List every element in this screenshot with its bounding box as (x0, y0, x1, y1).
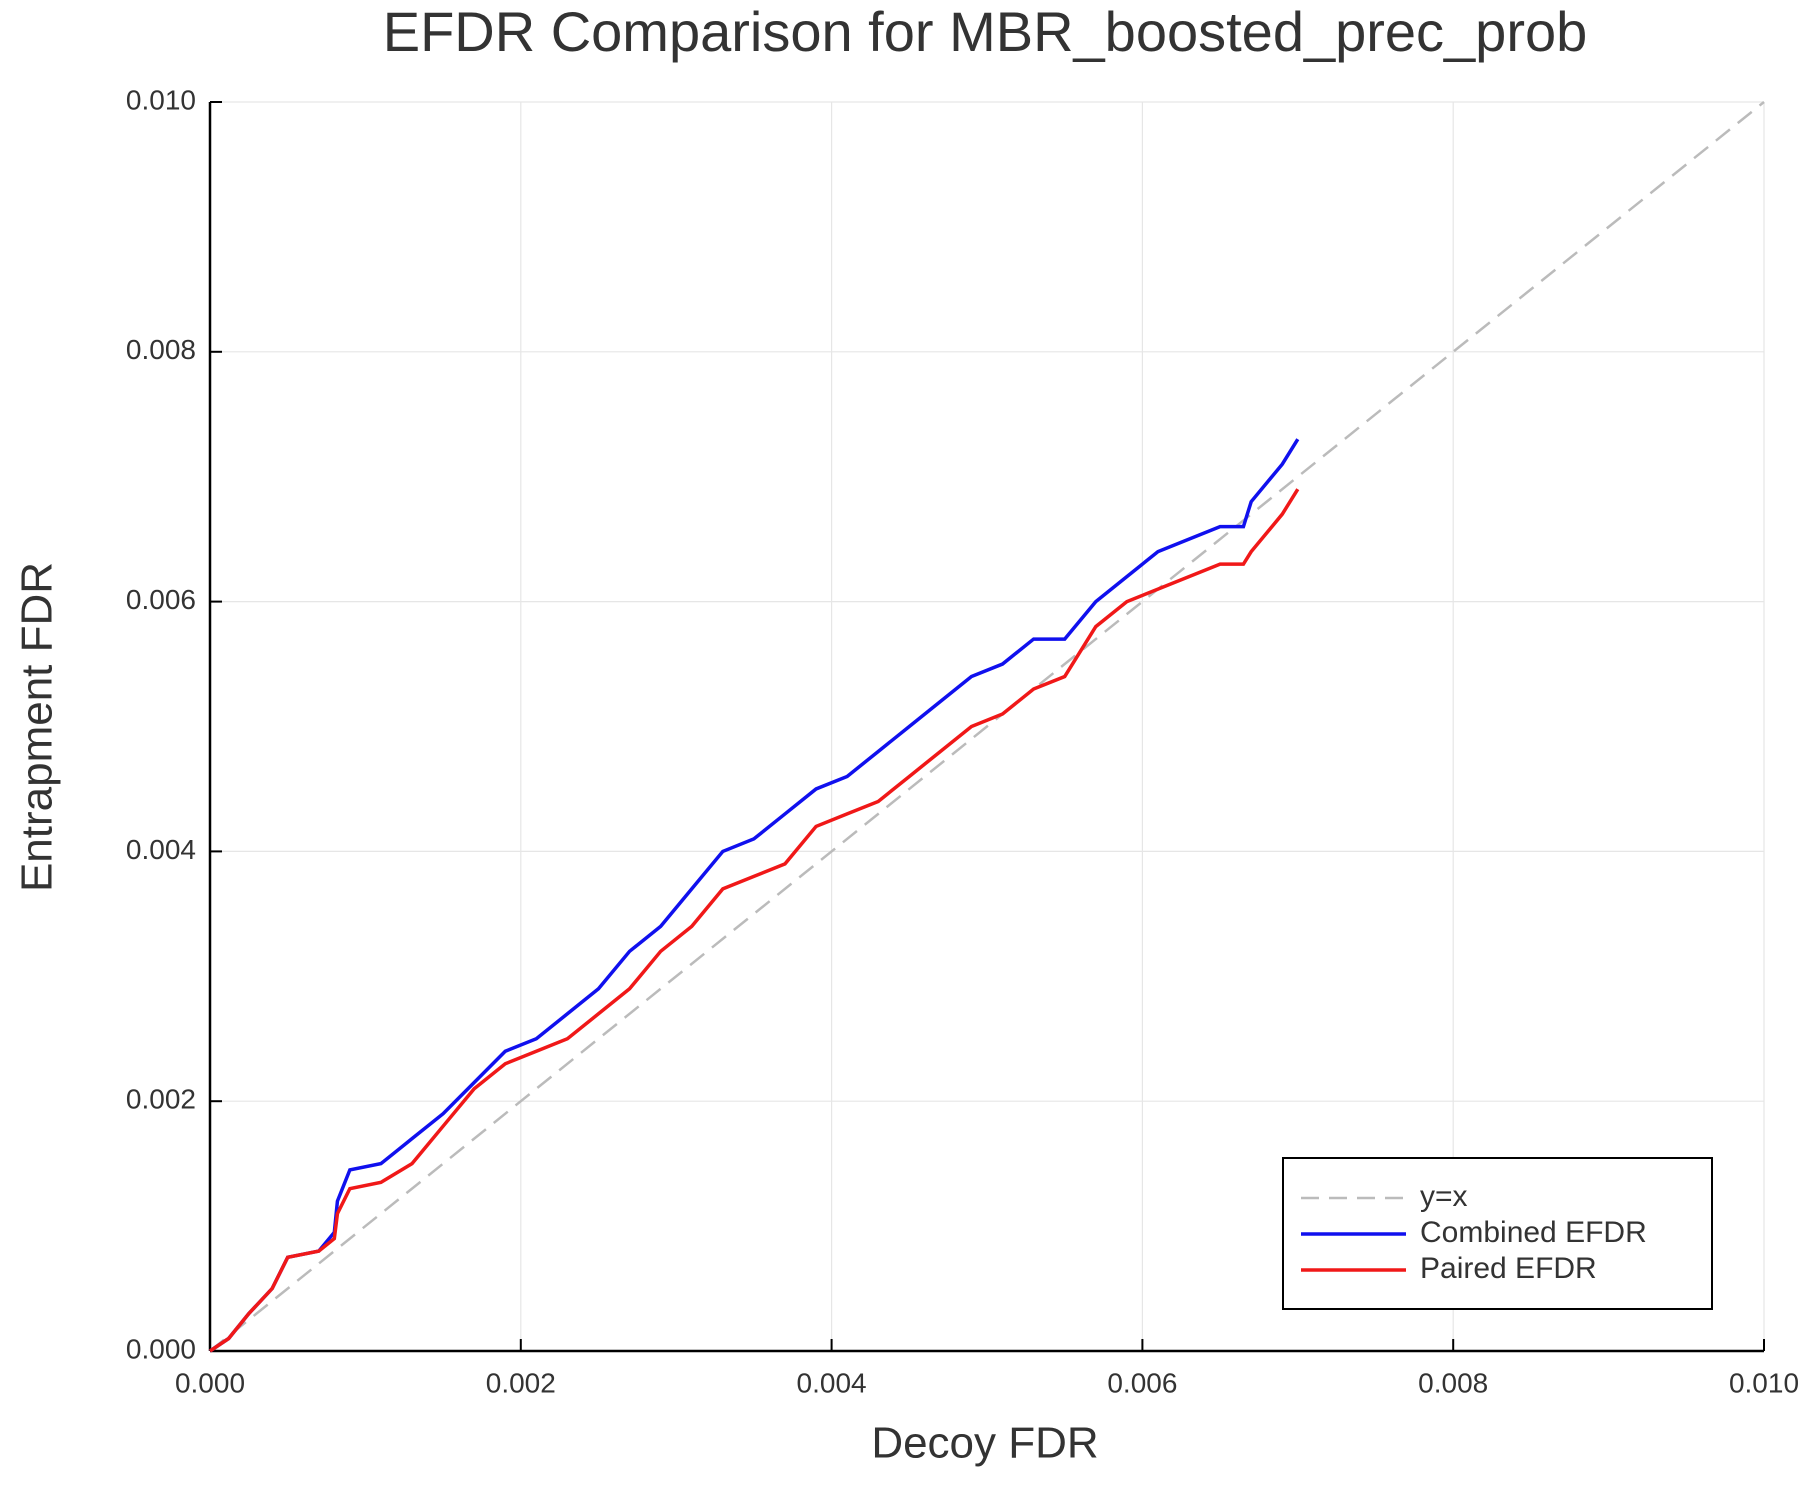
chart-title: EFDR Comparison for MBR_boosted_prec_pro… (383, 0, 1588, 63)
legend-label: y=x (1420, 1180, 1468, 1213)
series-line (209, 488, 1300, 1353)
y-tick-label: 0.010 (126, 84, 196, 115)
x-axis-label: Decoy FDR (871, 1419, 1098, 1468)
y-tick-label: 0.008 (126, 334, 196, 365)
x-tick-label: 0.008 (1418, 1367, 1488, 1398)
y-axis-label: Entrapment FDR (13, 562, 62, 892)
legend-label: Paired EFDR (1420, 1252, 1597, 1285)
y-tick-label: 0.002 (126, 1084, 196, 1115)
x-tick-label: 0.000 (175, 1367, 245, 1398)
series-line (209, 101, 1765, 1352)
x-tick-label: 0.006 (1107, 1367, 1177, 1398)
y-tick-label: 0.000 (126, 1333, 196, 1364)
series-line (209, 438, 1300, 1353)
legend-label: Combined EFDR (1420, 1216, 1647, 1249)
x-tick-label: 0.010 (1729, 1367, 1799, 1398)
y-tick-label: 0.004 (126, 834, 196, 865)
y-tick-label: 0.006 (126, 584, 196, 615)
x-tick-label: 0.004 (797, 1367, 867, 1398)
x-tick-label: 0.002 (486, 1367, 556, 1398)
